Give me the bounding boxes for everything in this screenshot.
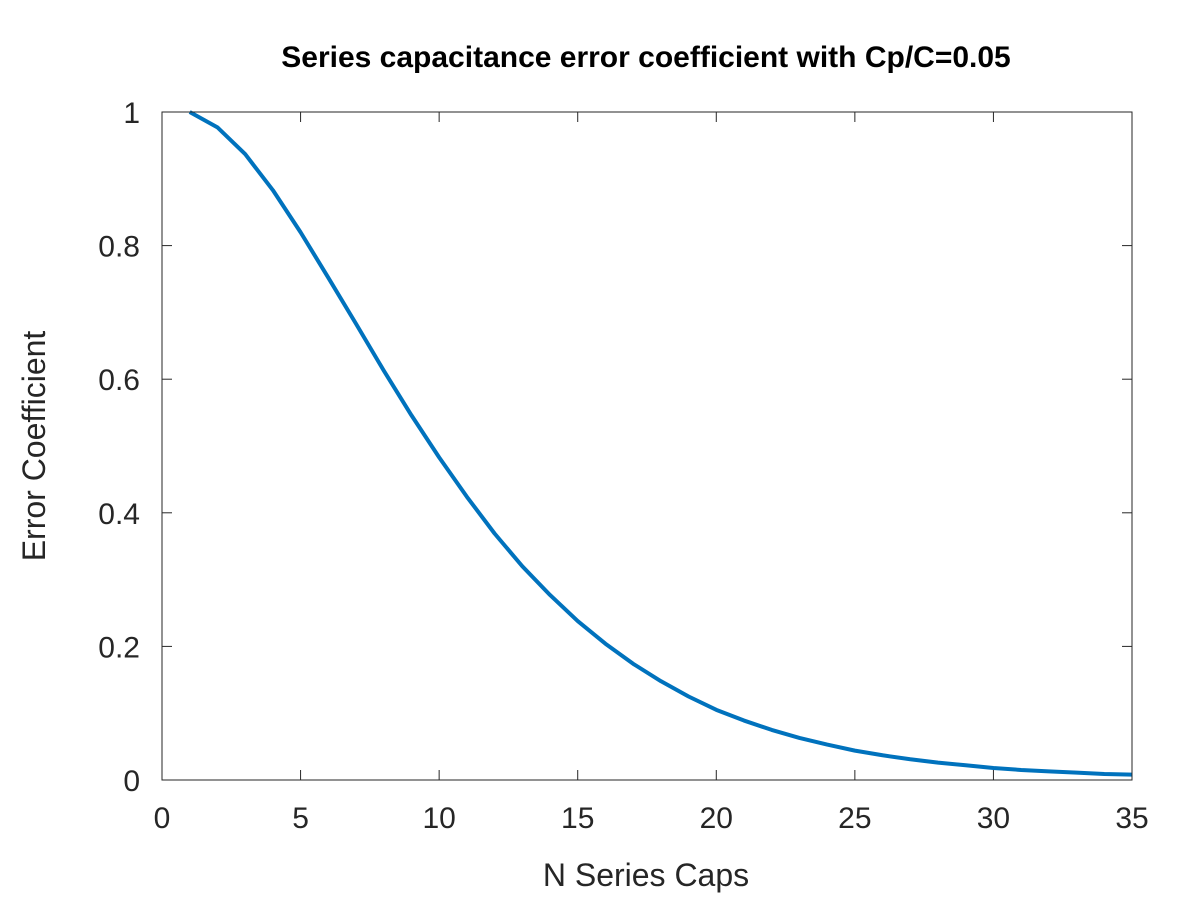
x-tick-label: 20 — [700, 802, 733, 835]
series-layer — [188, 110, 1133, 777]
x-axis-label: N Series Caps — [543, 857, 749, 893]
y-tick-label: 1 — [123, 97, 140, 130]
plot-frame — [161, 111, 1133, 781]
plot-area — [162, 112, 1132, 780]
y-tick-label: 0.6 — [98, 364, 140, 397]
x-tick-label: 5 — [292, 802, 309, 835]
y-axis-label: Error Coefficient — [16, 331, 52, 562]
x-tick-label: 30 — [977, 802, 1010, 835]
chart-title: Series capacitance error coefficient wit… — [281, 41, 1010, 74]
y-tick-labels: 0 0.2 0.4 0.6 0.8 1 — [98, 97, 140, 798]
x-tick-label: 0 — [154, 802, 171, 835]
y-tick-label: 0 — [123, 765, 140, 798]
x-tick-labels: 0 5 10 15 20 25 30 35 — [154, 802, 1149, 835]
x-tick-label: 15 — [561, 802, 594, 835]
y-tick-label: 0.8 — [98, 231, 140, 264]
x-tick-label: 25 — [838, 802, 871, 835]
x-tick-label: 35 — [1115, 802, 1148, 835]
series-line — [188, 110, 1133, 777]
y-tick-label: 0.2 — [98, 631, 140, 664]
y-tick-label: 0.4 — [98, 498, 140, 531]
x-tick-label: 10 — [422, 802, 455, 835]
